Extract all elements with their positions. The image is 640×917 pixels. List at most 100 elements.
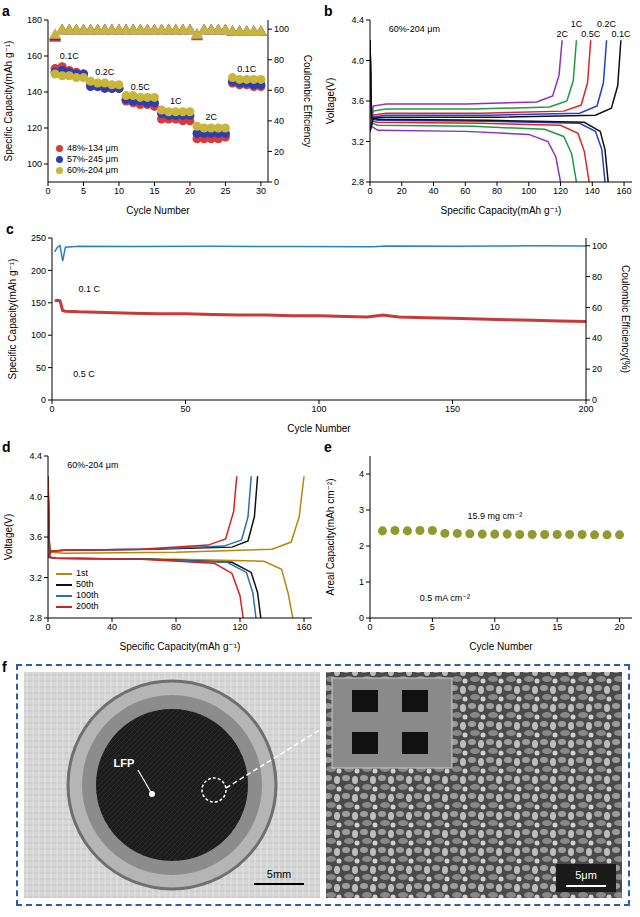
svg-text:15: 15 xyxy=(552,622,562,632)
svg-text:250: 250 xyxy=(31,233,46,243)
svg-text:150: 150 xyxy=(445,404,460,414)
svg-text:160: 160 xyxy=(27,51,42,61)
svg-text:2.8: 2.8 xyxy=(351,177,364,187)
svg-text:20: 20 xyxy=(185,186,195,196)
svg-text:0.1C: 0.1C xyxy=(60,51,80,61)
svg-text:2C: 2C xyxy=(205,112,217,122)
svg-text:60%-204 μm: 60%-204 μm xyxy=(67,460,118,470)
svg-text:0: 0 xyxy=(45,186,50,196)
svg-text:120: 120 xyxy=(232,622,247,632)
svg-text:2: 2 xyxy=(359,541,364,551)
svg-text:100: 100 xyxy=(274,24,289,34)
svg-text:50: 50 xyxy=(180,404,190,414)
svg-text:0: 0 xyxy=(274,177,279,187)
svg-text:15: 15 xyxy=(149,186,159,196)
svg-text:30: 30 xyxy=(256,186,266,196)
svg-text:Cycle Number: Cycle Number xyxy=(126,205,190,216)
svg-text:160: 160 xyxy=(617,186,632,196)
svg-text:0: 0 xyxy=(367,186,372,196)
svg-text:1C: 1C xyxy=(571,19,583,29)
svg-text:Areal Capacity(mAh cm⁻²): Areal Capacity(mAh cm⁻²) xyxy=(325,479,336,596)
svg-text:0: 0 xyxy=(41,395,46,405)
svg-text:20: 20 xyxy=(615,622,625,632)
svg-text:60%-204 μm: 60%-204 μm xyxy=(389,24,440,34)
svg-text:40: 40 xyxy=(592,333,602,343)
svg-text:180: 180 xyxy=(27,15,42,25)
svg-text:60: 60 xyxy=(460,186,470,196)
svg-text:80: 80 xyxy=(492,186,502,196)
svg-text:4.0: 4.0 xyxy=(29,492,42,502)
svg-text:Cycle Number: Cycle Number xyxy=(469,641,533,652)
svg-text:140: 140 xyxy=(585,186,600,196)
svg-text:15.9 mg cm⁻²: 15.9 mg cm⁻² xyxy=(467,511,522,521)
svg-text:0: 0 xyxy=(592,395,597,405)
svg-text:5mm: 5mm xyxy=(267,868,291,880)
svg-text:5μm: 5μm xyxy=(575,869,597,881)
svg-text:80: 80 xyxy=(171,622,181,632)
svg-text:4.0: 4.0 xyxy=(351,56,364,66)
svg-text:3.2: 3.2 xyxy=(351,137,364,147)
svg-text:0.5 C: 0.5 C xyxy=(73,369,95,379)
svg-text:4: 4 xyxy=(359,469,364,479)
svg-text:0.2C: 0.2C xyxy=(597,19,617,29)
svg-text:4.4: 4.4 xyxy=(351,15,364,25)
svg-text:2.8: 2.8 xyxy=(29,613,42,623)
svg-text:40: 40 xyxy=(107,622,117,632)
svg-text:80: 80 xyxy=(274,55,284,65)
svg-text:100: 100 xyxy=(311,404,326,414)
svg-text:3: 3 xyxy=(359,505,364,515)
svg-text:40: 40 xyxy=(274,116,284,126)
svg-text:60: 60 xyxy=(274,85,284,95)
svg-text:LFP: LFP xyxy=(114,757,135,769)
svg-text:0: 0 xyxy=(367,622,372,632)
svg-text:3.2: 3.2 xyxy=(29,573,42,583)
svg-text:80: 80 xyxy=(592,272,602,282)
svg-text:Voltage(V): Voltage(V) xyxy=(3,514,14,561)
svg-text:200: 200 xyxy=(31,266,46,276)
svg-text:120: 120 xyxy=(553,186,568,196)
svg-text:10: 10 xyxy=(490,622,500,632)
svg-text:20: 20 xyxy=(592,364,602,374)
svg-text:Specific Capacity(mAh g⁻¹): Specific Capacity(mAh g⁻¹) xyxy=(7,259,18,380)
svg-text:20: 20 xyxy=(397,186,407,196)
svg-text:100: 100 xyxy=(521,186,536,196)
svg-text:0: 0 xyxy=(359,613,364,623)
svg-text:0: 0 xyxy=(49,404,54,414)
svg-text:0.2C: 0.2C xyxy=(95,67,115,77)
svg-text:40: 40 xyxy=(429,186,439,196)
svg-text:100: 100 xyxy=(592,241,607,251)
svg-text:3.6: 3.6 xyxy=(29,532,42,542)
svg-text:200: 200 xyxy=(578,404,593,414)
svg-text:150: 150 xyxy=(31,298,46,308)
svg-text:Voltage(V): Voltage(V) xyxy=(325,78,336,125)
svg-text:160: 160 xyxy=(296,622,311,632)
svg-text:Coulombic Efficiency: Coulombic Efficiency xyxy=(302,55,313,148)
svg-text:5: 5 xyxy=(430,622,435,632)
svg-text:Cycle Number: Cycle Number xyxy=(287,423,351,434)
svg-text:10: 10 xyxy=(114,186,124,196)
svg-text:25: 25 xyxy=(220,186,230,196)
svg-text:0.1C: 0.1C xyxy=(611,29,631,39)
svg-text:1C: 1C xyxy=(170,96,182,106)
svg-text:0.5C: 0.5C xyxy=(581,29,601,39)
svg-text:0.5 mA cm⁻²: 0.5 mA cm⁻² xyxy=(420,593,470,603)
svg-text:4.4: 4.4 xyxy=(29,451,42,461)
svg-text:5: 5 xyxy=(81,186,86,196)
svg-text:20: 20 xyxy=(274,147,284,157)
svg-text:Coulombic Efficiency(%): Coulombic Efficiency(%) xyxy=(620,265,631,373)
svg-text:Specific Capacity(mAh g⁻¹): Specific Capacity(mAh g⁻¹) xyxy=(441,205,562,216)
svg-text:60: 60 xyxy=(592,303,602,313)
svg-text:Specific Capacity(mAh g⁻¹): Specific Capacity(mAh g⁻¹) xyxy=(120,641,241,652)
svg-text:120: 120 xyxy=(27,123,42,133)
svg-text:3.6: 3.6 xyxy=(351,96,364,106)
svg-text:0.5C: 0.5C xyxy=(131,82,151,92)
svg-text:140: 140 xyxy=(27,87,42,97)
svg-text:100: 100 xyxy=(27,159,42,169)
svg-text:50: 50 xyxy=(36,363,46,373)
svg-text:1: 1 xyxy=(359,577,364,587)
svg-text:0.1 C: 0.1 C xyxy=(79,284,101,294)
svg-text:0.1C: 0.1C xyxy=(237,64,257,74)
svg-text:100: 100 xyxy=(31,330,46,340)
svg-text:0: 0 xyxy=(45,622,50,632)
svg-text:2C: 2C xyxy=(556,29,568,39)
